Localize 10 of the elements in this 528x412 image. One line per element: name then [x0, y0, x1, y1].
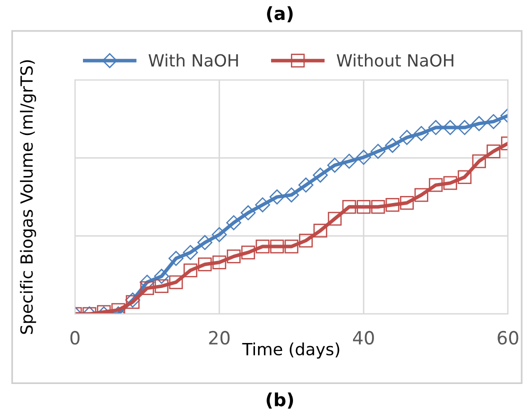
text: (a): [267, 6, 293, 22]
text: (b): [266, 392, 294, 409]
x-tick-label: 20: [209, 330, 230, 345]
y-axis-title: Specific Biogas Volume (ml/grTS): [20, 60, 36, 334]
x-tick-label: 40: [353, 330, 374, 345]
legend-label: With NaOH: [148, 54, 238, 67]
legend-label: Without NaOH: [336, 54, 454, 67]
x-tick-label: 0: [70, 330, 80, 345]
x-axis-title: Time (days): [242, 342, 340, 359]
x-tick-label: 60: [498, 330, 518, 345]
